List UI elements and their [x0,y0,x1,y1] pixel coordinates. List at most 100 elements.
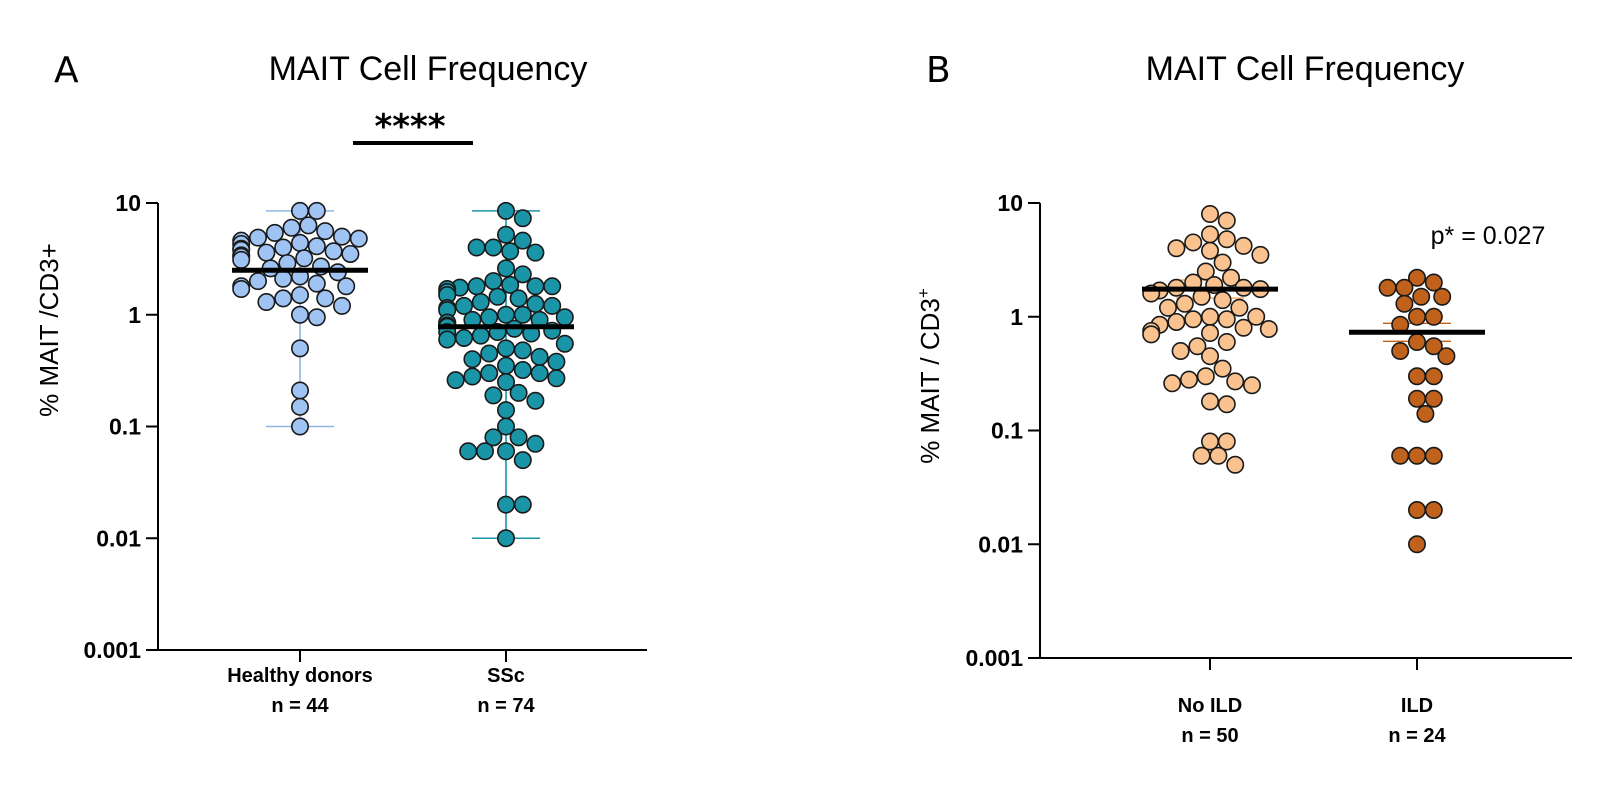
data-point [484,428,503,447]
data-point [1201,225,1220,244]
data-point [496,356,515,375]
panel-a-axes: 10 1 0.1 0.01 0.001 Healthy donors n = 44 SSc n … [83,190,647,717]
data-point [295,249,314,268]
data-point [496,201,515,220]
data-point [496,339,515,358]
data-point [337,277,356,296]
data-point [1201,323,1220,342]
data-point [307,201,326,220]
data-point [496,401,515,420]
data-point [496,373,515,392]
data-point [1234,318,1253,337]
data-point [555,308,574,327]
data-point [1217,211,1236,230]
data-point [496,417,515,436]
panel-b-ylabel-sup: + [914,288,933,298]
data-point [484,272,503,291]
data-point [1234,236,1253,255]
category-label: SSc [487,665,525,687]
data-point [467,277,486,296]
data-point [496,529,515,548]
data-point [274,289,293,308]
data-point [1201,347,1220,366]
data-point [509,428,528,447]
data-point [471,326,490,345]
data-point [1217,395,1236,414]
data-point [341,244,360,263]
data-point [1226,455,1245,474]
data-point [307,274,326,293]
data-point [290,233,309,252]
data-point [513,305,532,324]
y-tick-label: 0.1 [991,418,1023,444]
data-point [547,352,566,371]
data-point [496,259,515,278]
y-tick-label: 0.01 [96,525,141,551]
data-point [1408,307,1427,326]
data-point [232,250,251,269]
data-point [1247,307,1266,326]
data-point [513,451,532,470]
category-label: Healthy donors [227,665,373,687]
data-point [332,296,351,315]
data-point [1408,535,1427,554]
data-point [1217,230,1236,249]
category-n-label: n = 24 [1388,725,1446,747]
panel-b-ylabel-text: % MAIT / CD3 [915,298,945,464]
panel-a-letter: A [54,50,79,91]
data-point [467,238,486,257]
data-point [501,242,520,261]
data-point [513,209,532,228]
data-point [257,293,276,312]
data-point [501,275,520,294]
data-point [526,277,545,296]
data-point [1230,298,1249,317]
data-point [1408,367,1427,386]
data-point [488,287,507,306]
data-point [1424,337,1443,356]
data-point [349,229,368,248]
data-point [509,289,528,308]
data-point [484,386,503,405]
data-point [274,269,293,288]
data-point [290,201,309,220]
data-point [1408,501,1427,520]
data-point [480,308,499,327]
data-point [1142,325,1161,344]
data-point [1424,501,1443,520]
data-point [1395,278,1414,297]
category-n-label: n = 74 [477,695,535,717]
data-point [1424,446,1443,465]
data-point [1196,367,1215,386]
data-point [1167,312,1186,331]
data-point [1424,307,1443,326]
data-point [1188,337,1207,356]
data-point [1259,320,1278,339]
data-point [1222,268,1241,287]
data-point [513,361,532,380]
data-point [1213,253,1232,272]
data-point [290,397,309,416]
data-point [274,238,293,257]
data-point [299,216,318,235]
panel-b-axes: 10 1 0.1 0.01 0.001 No ILD n = 50 ILD n = 24 [965,190,1572,747]
data-point [480,364,499,383]
y-tick-label: 1 [128,302,141,328]
data-point [1184,233,1203,252]
data-point [475,442,494,461]
data-point [1217,432,1236,451]
data-point [1412,287,1431,306]
data-point [1408,446,1427,465]
data-point [307,237,326,256]
data-point [1201,205,1220,224]
data-point [290,305,309,324]
data-point [324,242,343,261]
panel-b-data [1142,205,1485,554]
panel-b-ylabel: % MAIT / CD3+ [914,288,945,464]
data-point [290,339,309,358]
p-value-annotation: p* = 0.027 [1431,222,1546,250]
data-point [496,442,515,461]
panel-a-title: MAIT Cell Frequency [269,50,588,88]
data-point [257,243,276,262]
